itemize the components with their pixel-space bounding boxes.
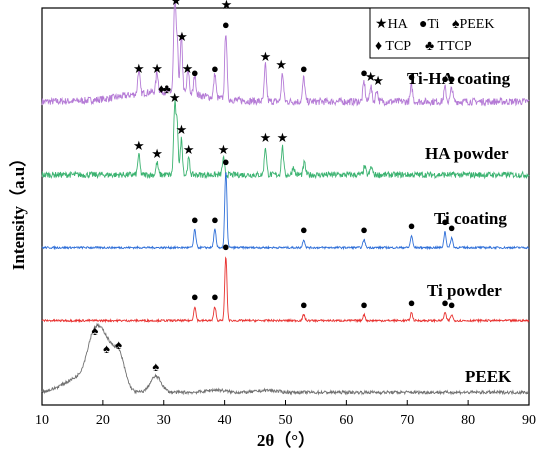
trace-ti-coating (41, 172, 530, 251)
peak-marker: ★ (133, 138, 145, 153)
peak-marker: ♠ (152, 359, 159, 374)
peak-marker: ★ (170, 0, 182, 8)
peak-marker: ● (448, 297, 456, 312)
legend-box (369, 7, 530, 59)
trace-ti-ha-coating (41, 0, 530, 107)
x-tick-label: 90 (522, 413, 536, 428)
peak-marker: ● (191, 65, 199, 80)
peak-marker: ★ (176, 29, 188, 44)
peak-marker: ● (211, 212, 219, 227)
peak-marker: ● (211, 61, 219, 76)
peak-markers: ★ ★♦♣★★★● ●●★★★ ● ●★★ ● ●●★★★★★ ★★ ★● ●●● ● ● ●●● ●●●… (92, 0, 456, 374)
peak-marker: ★ (151, 146, 163, 161)
trace-peek (41, 322, 530, 396)
x-tick-label: 40 (218, 413, 232, 428)
peak-marker: ★ (277, 130, 289, 145)
x-tick-label: 30 (157, 413, 171, 428)
peak-marker: ● (448, 220, 456, 235)
x-tick-label: 70 (400, 413, 414, 428)
trace-label-ti-powder: Ti powder (427, 281, 502, 300)
legend-entry-tcp: ♦ TCP (375, 39, 411, 54)
x-tick-label: 20 (96, 413, 110, 428)
peak-marker: ★ (372, 73, 384, 88)
peak-marker: ● (441, 71, 449, 86)
peak-marker: ★ (151, 61, 163, 76)
peak-marker: ♦ (158, 81, 165, 96)
x-tick-label: 10 (35, 413, 49, 428)
peak-marker: ★ (275, 57, 287, 72)
peak-marker: ★ (176, 122, 188, 137)
trace-ti-powder (41, 256, 530, 324)
legend: ★HA ●Ti ♠PEEK ♦ TCP ♣ TTCP (369, 7, 530, 59)
peak-marker: ♠ (115, 337, 122, 352)
x-tick-label: 50 (279, 413, 293, 428)
peak-marker: ♣ (163, 81, 172, 96)
peak-marker: ● (408, 69, 416, 84)
peak-marker: ★ (169, 90, 181, 105)
peak-marker: ★ (182, 61, 194, 76)
peak-marker: ★ (183, 142, 195, 157)
trace-label-peek: PEEK (465, 367, 512, 386)
peak-marker: ● (300, 61, 308, 76)
peak-marker: ● (222, 239, 230, 254)
peak-marker: ● (191, 212, 199, 227)
peak-marker: ★ (365, 69, 377, 84)
peak-marker: ● (360, 297, 368, 312)
peak-marker: ● (300, 297, 308, 312)
x-tick-label: 60 (339, 413, 353, 428)
x-axis-ticks: 10 20 30 40 50 60 70 80 90 (35, 400, 536, 428)
legend-entry-ti: ●Ti (419, 17, 440, 32)
trace-label-ha-powder: HA powder (425, 144, 509, 163)
x-tick-label: 80 (461, 413, 475, 428)
legend-entry-peek: ♠PEEK (452, 17, 494, 32)
peak-marker: ● (441, 214, 449, 229)
peak-marker: ♠ (103, 341, 110, 356)
peak-marker: ● (441, 295, 449, 310)
peak-marker: ★ (133, 61, 145, 76)
traces (41, 0, 530, 396)
peak-marker: ★ (260, 49, 272, 64)
legend-entry-ttcp: ♣ TTCP (425, 39, 472, 54)
peak-marker: ● (211, 289, 219, 304)
trace-label-ti-coating: Ti coating (434, 209, 507, 228)
peak-marker: ● (222, 154, 230, 169)
trace-label-ti-ha-coating: Ti-HA coating (407, 69, 511, 88)
legend-entry-ha: ★HA (375, 17, 409, 32)
peak-marker: ● (300, 222, 308, 237)
peak-marker: ★ (260, 130, 272, 145)
peak-marker: ★ (218, 142, 230, 157)
peak-marker: ● (408, 295, 416, 310)
x-axis-title: 2θ（°） (257, 430, 315, 450)
peak-marker: ♠ (92, 323, 99, 338)
peak-marker: ★ (221, 0, 233, 12)
peak-marker: ● (408, 218, 416, 233)
trace-ha-powder (41, 99, 530, 180)
peak-marker: ● (448, 71, 456, 86)
peak-marker: ● (360, 65, 368, 80)
peak-marker: ● (360, 222, 368, 237)
y-axis-title: Intensity（a.u） (8, 150, 28, 270)
peak-marker: ● (222, 17, 230, 32)
peak-marker: ● (191, 289, 199, 304)
